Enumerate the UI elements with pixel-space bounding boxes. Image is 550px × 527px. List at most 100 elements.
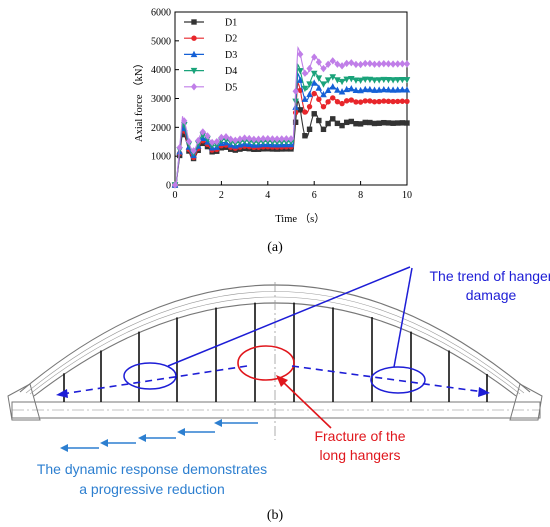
series-point-D1 <box>357 121 364 127</box>
series-point-D4 <box>380 76 388 84</box>
y-tick-label: 6000 <box>151 8 171 19</box>
series-point-D5 <box>311 53 318 61</box>
series-point-D5 <box>222 133 230 141</box>
x-tick-label: 2 <box>219 190 224 201</box>
series-point-D5 <box>278 135 285 143</box>
series-point-D3 <box>329 83 337 90</box>
series-point-D1 <box>334 120 341 127</box>
series-point-D5 <box>292 87 299 95</box>
series-D5 <box>171 45 411 189</box>
series-point-D1 <box>325 120 331 127</box>
legend-label-D3: D3 <box>225 50 237 61</box>
series-point-D3 <box>403 86 411 93</box>
series-point-D5 <box>269 135 276 143</box>
series-point-D2 <box>390 98 396 105</box>
series-point-D3 <box>348 85 355 92</box>
series-point-D5 <box>320 64 327 73</box>
series-point-D2 <box>357 99 364 105</box>
chart-axes: 0 2 4 6 8 10 0 1000 2000 3000 4000 5000 6000 <box>151 8 412 202</box>
arch-rib-mid2 <box>29 296 521 395</box>
series-point-D5 <box>264 134 271 143</box>
series-point-D5 <box>380 59 387 68</box>
series-point-D1 <box>395 120 401 126</box>
series-point-D4 <box>315 75 323 82</box>
response-label-line1: The dynamic response demonstrates <box>37 461 267 477</box>
series-point-D4 <box>338 78 346 86</box>
series-point-D1 <box>343 119 350 126</box>
series-point-D2 <box>306 103 313 110</box>
series-point-D5 <box>283 135 290 143</box>
center-hanger-ellipse <box>237 345 295 381</box>
series-point-D4 <box>348 75 355 83</box>
series-point-D1 <box>339 122 345 129</box>
series-point-D4 <box>352 77 360 84</box>
legend-label-D1: D1 <box>225 18 237 29</box>
series-point-D5 <box>348 59 355 67</box>
series-point-D2 <box>362 98 368 104</box>
series-point-D2 <box>376 98 382 105</box>
series-point-D1 <box>311 111 317 117</box>
arch-bridge-diagram <box>7 266 543 452</box>
response-arrows <box>60 419 258 452</box>
series-point-D5 <box>246 134 253 143</box>
caption-b: (b) <box>267 508 284 523</box>
series-point-D5 <box>171 181 179 189</box>
trend-label-line2: damage <box>466 287 517 303</box>
y-axis-label: Axial force （kN） <box>133 58 145 142</box>
series-point-D2 <box>325 99 331 105</box>
legend-label-D4: D4 <box>225 66 237 77</box>
series-line-D5 <box>175 45 407 186</box>
x-tick-label: 4 <box>265 190 270 201</box>
series-point-D4 <box>334 77 341 84</box>
series-point-D3 <box>380 85 388 93</box>
series-point-D3 <box>385 86 392 93</box>
legend-marker-D5 <box>190 83 198 91</box>
y-tick-label: 1000 <box>151 152 171 163</box>
series-point-D2 <box>302 109 308 115</box>
right-hanger-ellipse <box>370 366 426 394</box>
series-point-D5 <box>352 60 360 69</box>
series-point-D5 <box>394 60 401 68</box>
series-point-D3 <box>296 76 304 83</box>
caption-a: (a) <box>267 240 283 255</box>
series-point-D3 <box>310 79 318 86</box>
progression-arrowhead-right <box>478 387 490 397</box>
series-point-D3 <box>366 85 374 93</box>
series-point-D5 <box>199 128 206 136</box>
legend-marker-D2 <box>191 35 197 41</box>
hangers <box>63 302 488 402</box>
series-point-D5 <box>218 133 225 142</box>
y-tick-label: 5000 <box>151 36 171 47</box>
series-point-D5 <box>343 59 350 68</box>
series-point-D4 <box>371 77 378 84</box>
right-abutment <box>509 383 543 421</box>
y-tick-label: 0 <box>166 181 171 192</box>
series-point-D1 <box>385 120 392 126</box>
series-point-D5 <box>209 138 216 147</box>
series-point-D4 <box>306 81 313 88</box>
series-point-D5 <box>213 138 220 146</box>
progression-arrowhead-left <box>56 389 68 398</box>
series-point-D5 <box>190 147 197 155</box>
series-point-D1 <box>302 133 308 139</box>
series-point-D5 <box>260 135 267 143</box>
series-point-D5 <box>376 60 383 68</box>
response-arrowhead <box>60 444 68 452</box>
series-point-D5 <box>385 60 392 68</box>
response-arrowhead <box>214 419 222 427</box>
series-point-D5 <box>195 136 202 145</box>
series-point-D1 <box>381 119 387 126</box>
series-point-D5 <box>204 132 211 140</box>
series-point-D4 <box>375 77 383 84</box>
response-arrowhead <box>138 434 146 442</box>
response-arrowhead <box>177 428 185 436</box>
plot-frame <box>174 11 408 186</box>
series-point-D5 <box>297 50 304 58</box>
series-point-D5 <box>325 60 332 68</box>
series-point-D5 <box>287 135 295 143</box>
series-point-D5 <box>362 59 369 68</box>
series-point-D3 <box>320 90 327 98</box>
series-point-D2 <box>348 97 355 103</box>
series-point-D2 <box>367 98 373 104</box>
